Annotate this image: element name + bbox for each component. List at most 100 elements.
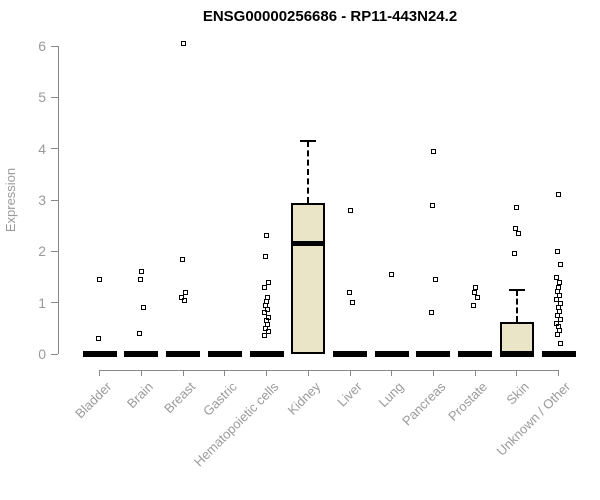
outlier-point[interactable] [430, 148, 436, 154]
y-axis-line [58, 46, 59, 354]
median-bar-zero[interactable] [374, 351, 409, 357]
outlier-point[interactable] [428, 310, 434, 316]
y-tick-label: 4 [38, 140, 46, 157]
y-axis-tick [51, 353, 58, 355]
y-tick-label: 3 [38, 192, 46, 208]
x-axis-tick [182, 370, 184, 376]
outlier-point[interactable] [557, 279, 563, 285]
outlier-point[interactable] [264, 233, 270, 239]
x-axis-tick [432, 370, 434, 376]
median-bar-zero[interactable] [249, 351, 284, 357]
median-bar-zero[interactable] [541, 351, 576, 357]
y-tick-label: 1 [38, 294, 46, 311]
outlier-point[interactable] [472, 284, 478, 290]
outlier-point[interactable] [266, 279, 272, 285]
x-axis-tick [558, 370, 560, 376]
box[interactable] [499, 322, 534, 354]
x-axis-tick [140, 370, 142, 376]
y-axis-tick [51, 45, 58, 47]
x-category-label: Gastric [199, 379, 240, 419]
outlier-point[interactable] [347, 207, 353, 213]
box[interactable] [291, 202, 326, 354]
upper-whisker-cap [300, 139, 317, 142]
outlier-point[interactable] [512, 251, 518, 257]
outlier-point[interactable] [556, 192, 562, 198]
outlier-point[interactable] [555, 331, 561, 337]
median-bar-zero[interactable] [207, 351, 242, 357]
y-tick-label: 0 [38, 346, 46, 362]
median-bar-zero[interactable] [458, 351, 493, 357]
outlier-point[interactable] [262, 284, 268, 290]
y-axis-tick [51, 199, 58, 201]
outlier-point[interactable] [346, 289, 352, 295]
x-axis-tick [474, 370, 476, 376]
outlier-point[interactable] [429, 202, 435, 208]
outlier-point[interactable] [558, 316, 564, 322]
outlier-point[interactable] [266, 329, 272, 335]
outlier-point[interactable] [178, 295, 184, 301]
x-axis-tick [307, 370, 309, 376]
x-category-label: Pancreas [398, 379, 449, 429]
outlier-point[interactable] [182, 289, 188, 295]
outlier-point[interactable] [514, 205, 520, 211]
outlier-point[interactable] [432, 277, 438, 283]
outlier-point[interactable] [557, 292, 563, 298]
y-axis-tick [51, 148, 58, 150]
x-axis-line [99, 370, 559, 371]
outlier-point[interactable] [513, 225, 519, 231]
outlier-point[interactable] [470, 302, 476, 308]
median-line [499, 351, 534, 357]
outlier-point[interactable] [263, 325, 269, 331]
x-category-label: Unknown / Other [493, 379, 574, 459]
y-axis-label: Expression [3, 167, 18, 233]
outlier-point[interactable] [265, 306, 271, 312]
median-bar-zero[interactable] [82, 351, 117, 357]
outlier-point[interactable] [558, 261, 564, 267]
x-category-label: Prostate [444, 379, 490, 424]
outlier-point[interactable] [181, 297, 187, 303]
x-axis-tick [266, 370, 268, 376]
x-axis-tick [224, 370, 226, 376]
outlier-point[interactable] [554, 274, 560, 280]
x-category-label: Brain [123, 379, 157, 412]
outlier-point[interactable] [558, 341, 564, 347]
outlier-point[interactable] [555, 248, 561, 254]
x-axis-tick [391, 370, 393, 376]
x-category-label: Bladder [72, 379, 115, 422]
upper-whisker-cap [508, 288, 525, 291]
outlier-point[interactable] [471, 289, 477, 295]
outlier-point[interactable] [349, 300, 355, 306]
outlier-point[interactable] [138, 269, 144, 275]
outlier-point[interactable] [389, 271, 395, 277]
y-axis-tick [51, 96, 58, 98]
outlier-point[interactable] [137, 277, 143, 283]
y-tick-label: 5 [38, 89, 46, 106]
x-axis-tick [516, 370, 518, 376]
outlier-point[interactable] [262, 332, 268, 338]
median-bar-zero[interactable] [166, 351, 201, 357]
outlier-point[interactable] [96, 336, 102, 342]
median-bar-zero[interactable] [416, 351, 451, 357]
outlier-point[interactable] [179, 256, 185, 262]
x-category-label: Liver [334, 379, 365, 410]
outlier-point[interactable] [180, 40, 186, 46]
outlier-point[interactable] [474, 295, 480, 301]
y-axis-tick [51, 302, 58, 304]
outlier-point[interactable] [516, 230, 522, 236]
outlier-point[interactable] [555, 313, 561, 318]
x-category-label: Kidney [284, 379, 323, 418]
x-axis-tick [349, 370, 351, 376]
outlier-point[interactable] [554, 297, 560, 303]
y-tick-label: 6 [38, 38, 46, 54]
outlier-point[interactable] [140, 305, 146, 311]
upper-whisker-line [515, 289, 518, 323]
median-bar-zero[interactable] [333, 351, 368, 357]
outlier-point[interactable] [263, 253, 269, 259]
outlier-point[interactable] [136, 330, 142, 336]
median-line [291, 241, 326, 247]
outlier-point[interactable] [262, 310, 268, 316]
median-bar-zero[interactable] [124, 351, 159, 357]
outlier-point[interactable] [97, 277, 103, 283]
x-axis-tick [99, 370, 101, 376]
